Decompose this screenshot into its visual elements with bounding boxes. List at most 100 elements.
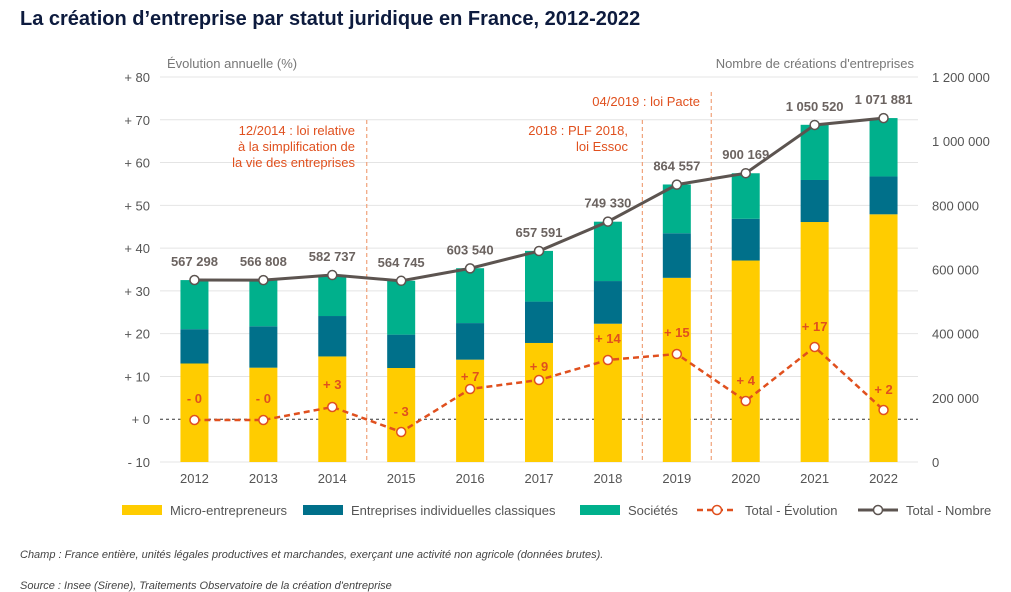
bar-segment [249, 280, 278, 327]
bar-segment [525, 342, 553, 462]
right-axis-label: Nombre de créations d'entreprises [716, 56, 915, 71]
total-nombre-point [878, 112, 889, 124]
total-nombre-point [809, 119, 820, 131]
evolution-data-label: - 3 [394, 404, 409, 419]
evolution-data-label: - 0 [187, 391, 202, 406]
total-data-label: 567 298 [171, 254, 218, 269]
annotation-text: la vie des entreprises [232, 155, 355, 170]
evolution-data-label: + 9 [530, 359, 548, 374]
x-tick-label: 2012 [180, 471, 209, 486]
total-data-label: 1 071 881 [855, 92, 913, 107]
annotation-text: loi Essoc [576, 139, 629, 154]
right-tick-label: 200 000 [932, 391, 979, 406]
annotation-text: 12/2014 : loi relative [239, 123, 355, 138]
total-nombre-point [602, 216, 614, 227]
legend-label: Sociétés [628, 503, 678, 518]
x-tick-label: 2022 [869, 471, 898, 486]
total-nombre-point [189, 274, 200, 286]
total-data-label: 864 557 [653, 159, 700, 174]
total-nombre-point [533, 245, 545, 257]
bar-segment [180, 363, 209, 462]
bar-segment [180, 280, 209, 330]
bar-segment [869, 118, 898, 177]
evolution-data-label: - 0 [256, 391, 271, 406]
total-evolution-point [395, 426, 407, 438]
evolution-data-label: + 3 [323, 377, 341, 392]
bar-segment [731, 260, 760, 462]
chart-title: La création d’entreprise par statut juri… [20, 8, 641, 30]
total-evolution-point [602, 354, 614, 366]
bar-segment [387, 334, 416, 368]
left-tick-label: + 60 [124, 156, 150, 171]
total-data-label: 582 737 [309, 249, 356, 264]
bar-segment [800, 179, 829, 223]
left-axis-label: Évolution annuelle (%) [167, 56, 297, 71]
right-tick-label: 1 200 000 [932, 70, 990, 85]
bar-segment [731, 173, 760, 219]
bar-segment [869, 214, 898, 462]
left-tick-label: + 30 [124, 284, 150, 299]
bar-segment [180, 329, 209, 364]
total-data-label: 1 050 520 [786, 99, 844, 114]
bar-segment [525, 301, 553, 343]
legend-label: Total - Évolution [745, 503, 838, 518]
left-tick-label: + 20 [124, 327, 150, 342]
annotation-text: 2018 : PLF 2018, [528, 123, 628, 138]
evolution-data-label: + 14 [595, 331, 621, 346]
bar-segment [662, 184, 691, 234]
total-evolution-point [327, 401, 338, 413]
legend-label: Entreprises individuelles classiques [351, 503, 556, 518]
legend-swatch [580, 505, 620, 515]
bar-segment [249, 326, 278, 368]
bar-segment [662, 233, 691, 278]
left-tick-label: + 70 [124, 113, 150, 128]
evolution-data-label: + 7 [461, 369, 479, 384]
total-evolution-point [809, 341, 820, 353]
left-tick-label: + 80 [124, 70, 150, 85]
annotation-text: 04/2019 : loi Pacte [592, 94, 700, 109]
left-tick-label: + 40 [124, 241, 150, 256]
total-nombre-point [740, 167, 751, 179]
evolution-data-label: + 2 [874, 382, 892, 397]
x-tick-label: 2018 [593, 471, 622, 486]
bar-segment [525, 250, 553, 302]
left-tick-label: + 0 [132, 412, 150, 427]
right-tick-label: 0 [932, 455, 939, 470]
x-tick-label: 2015 [387, 471, 416, 486]
bar-segment [731, 218, 760, 261]
total-evolution-point [189, 414, 200, 426]
total-evolution-point [533, 374, 545, 386]
right-tick-label: 1 000 000 [932, 134, 990, 149]
total-nombre-point [258, 274, 269, 286]
legend-label: Micro-entrepreneurs [170, 503, 288, 518]
x-tick-label: 2020 [731, 471, 760, 486]
left-tick-label: + 50 [124, 198, 150, 213]
x-tick-label: 2019 [662, 471, 691, 486]
x-tick-label: 2013 [249, 471, 278, 486]
bar-segment [593, 281, 622, 324]
total-evolution-point [464, 383, 476, 395]
total-evolution-point [258, 414, 269, 426]
chart: + 80+ 70+ 60+ 50+ 40+ 30+ 20+ 10+ 0- 101… [122, 56, 991, 518]
bar-segment [318, 274, 347, 317]
total-nombre-point [464, 263, 476, 274]
left-tick-label: + 10 [124, 369, 150, 384]
total-data-label: 657 591 [516, 225, 563, 240]
right-tick-label: 800 000 [932, 198, 979, 213]
total-evolution-point [878, 404, 889, 416]
total-nombre-point [395, 275, 407, 287]
right-tick-label: 600 000 [932, 263, 979, 278]
footnote-source: Source : Insee (Sirene), Traitements Obs… [20, 580, 392, 592]
legend-marker [711, 504, 723, 516]
evolution-data-label: + 17 [802, 319, 828, 334]
bar-segment [593, 323, 622, 462]
total-nombre-point [671, 179, 683, 190]
total-data-label: 749 330 [584, 196, 631, 211]
legend-swatch [303, 505, 343, 515]
evolution-data-label: + 4 [737, 373, 756, 388]
bar-segment [318, 316, 347, 357]
x-tick-label: 2016 [456, 471, 485, 486]
bar-segment [869, 176, 898, 215]
bar-segment [387, 367, 416, 462]
total-data-label: 564 745 [378, 255, 425, 270]
